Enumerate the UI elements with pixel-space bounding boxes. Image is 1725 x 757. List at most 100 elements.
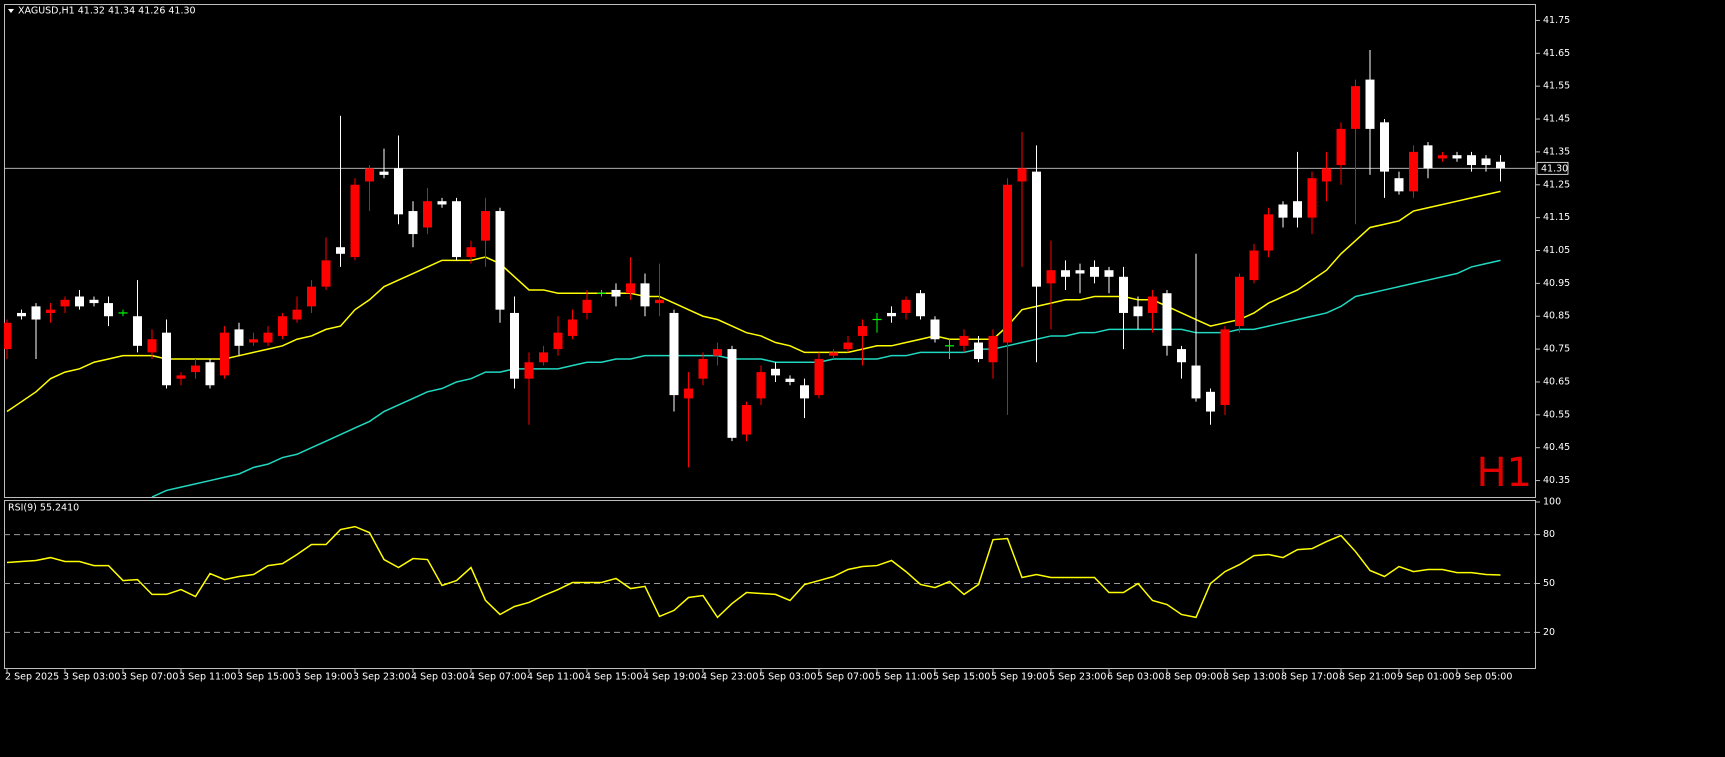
candle-body — [640, 283, 650, 307]
candle-body — [1206, 391, 1215, 412]
x-tick-label: 4 Sep 03:00 — [411, 672, 468, 683]
x-tick-label: 4 Sep 15:00 — [585, 672, 642, 683]
x-tick-label: 8 Sep 17:00 — [1281, 672, 1338, 683]
moving-average-line — [151, 259, 1501, 497]
timeframe-label: H1 — [1476, 450, 1532, 496]
candle-body — [1322, 168, 1331, 182]
x-tick-label: 3 Sep 15:00 — [237, 672, 294, 683]
candle-body — [133, 316, 142, 346]
candle-body — [1046, 270, 1056, 284]
x-tick-label: 8 Sep 21:00 — [1339, 672, 1396, 683]
candle-body — [843, 342, 853, 350]
candle-body — [1032, 171, 1041, 287]
candle-body — [1119, 276, 1128, 313]
candle-body — [1133, 306, 1143, 317]
candle-body — [611, 289, 621, 297]
x-tick-label: 2 Sep 2025 — [5, 672, 59, 683]
candle-body — [1496, 161, 1505, 169]
x-tick-label: 6 Sep 03:00 — [1107, 672, 1164, 683]
candle-body — [742, 404, 751, 435]
x-tick-label: 3 Sep 03:00 — [63, 672, 120, 683]
candle-body — [89, 299, 99, 304]
menu-triangle[interactable] — [8, 9, 14, 13]
candle-body — [698, 358, 708, 379]
candle-body — [278, 316, 287, 336]
candle-body — [1307, 178, 1317, 218]
candle-body — [974, 342, 983, 359]
candle-body — [1365, 79, 1375, 129]
x-tick-label: 5 Sep 19:00 — [991, 672, 1048, 683]
candle-body — [1423, 145, 1433, 169]
candle-body — [1336, 128, 1346, 166]
x-tick-label: 3 Sep 23:00 — [353, 672, 410, 683]
candle-body — [669, 312, 679, 396]
x-tick-label: 4 Sep 11:00 — [527, 672, 584, 683]
candle-body — [60, 299, 70, 307]
candle-body — [466, 247, 476, 258]
y-tick-label: 41.25 — [1543, 179, 1570, 190]
x-tick-label: 5 Sep 11:00 — [875, 672, 932, 683]
candle-body — [655, 299, 664, 304]
y-tick-label: 41.55 — [1543, 81, 1570, 92]
candle-body — [713, 349, 722, 356]
candle-body — [1235, 276, 1244, 327]
candle-body — [814, 358, 824, 396]
candle-body — [1177, 349, 1186, 363]
candle-body — [785, 378, 795, 382]
candle-body — [1104, 270, 1114, 277]
current-price-box — [1536, 161, 1569, 175]
y-tick-label: 40.55 — [1543, 409, 1570, 420]
candle-body — [1017, 168, 1027, 182]
y-tick-label: 41.35 — [1543, 146, 1570, 157]
candle-body — [365, 168, 374, 182]
candle-body — [394, 168, 403, 215]
x-tick-label: 4 Sep 19:00 — [643, 672, 700, 683]
x-tick-label: 4 Sep 07:00 — [469, 672, 526, 683]
axes: 40.35 40.45 40.55 40.65 40.75 40.85 40.95 41.05… — [5, 15, 1570, 683]
rsi-header: RSI(9) 55.2410 — [8, 503, 79, 514]
candle-body — [495, 211, 505, 310]
candle-body — [17, 312, 26, 317]
candle-body — [1162, 293, 1172, 346]
candle-body — [858, 326, 867, 336]
candle-body — [1293, 201, 1302, 218]
candle-body — [1481, 158, 1491, 166]
candle-body — [1148, 296, 1157, 313]
candle-body — [321, 260, 331, 287]
candle-body — [568, 319, 577, 336]
y-tick-label: 40.45 — [1543, 442, 1570, 453]
candle-body — [771, 368, 780, 376]
candle-body — [988, 335, 998, 363]
y-tick-label: 40.65 — [1543, 376, 1570, 387]
main-plot — [4, 50, 1535, 497]
candle-body — [1438, 155, 1447, 159]
y-tick-label: 40.75 — [1543, 344, 1570, 355]
rsi-panel-frame — [4, 500, 1536, 669]
candle-body — [1003, 184, 1012, 343]
current-price-label: 41.30 — [1541, 163, 1568, 174]
y-tick-label: 100 — [1543, 497, 1561, 508]
candle-body — [162, 332, 171, 386]
y-tick-label: 41.45 — [1543, 114, 1570, 125]
candle-body — [553, 332, 563, 350]
candle-body — [1467, 155, 1476, 166]
candle-body — [379, 171, 389, 175]
candle-body — [191, 365, 200, 373]
candle-body — [1075, 270, 1085, 274]
rsi-line — [6, 525, 1501, 619]
candle-body — [756, 372, 766, 399]
candle-body — [350, 184, 360, 258]
x-tick-label: 5 Sep 03:00 — [759, 672, 816, 683]
candle-body — [887, 312, 896, 317]
x-tick-label: 9 Sep 05:00 — [1455, 672, 1512, 683]
candle-body — [916, 293, 925, 317]
y-tick-label: 50 — [1543, 578, 1555, 589]
candle-body — [336, 247, 345, 254]
candle-body — [1394, 178, 1404, 192]
x-tick-label: 3 Sep 19:00 — [295, 672, 352, 683]
candle-body — [1278, 204, 1288, 218]
candle-body — [1090, 266, 1099, 277]
candle-body — [104, 303, 113, 317]
